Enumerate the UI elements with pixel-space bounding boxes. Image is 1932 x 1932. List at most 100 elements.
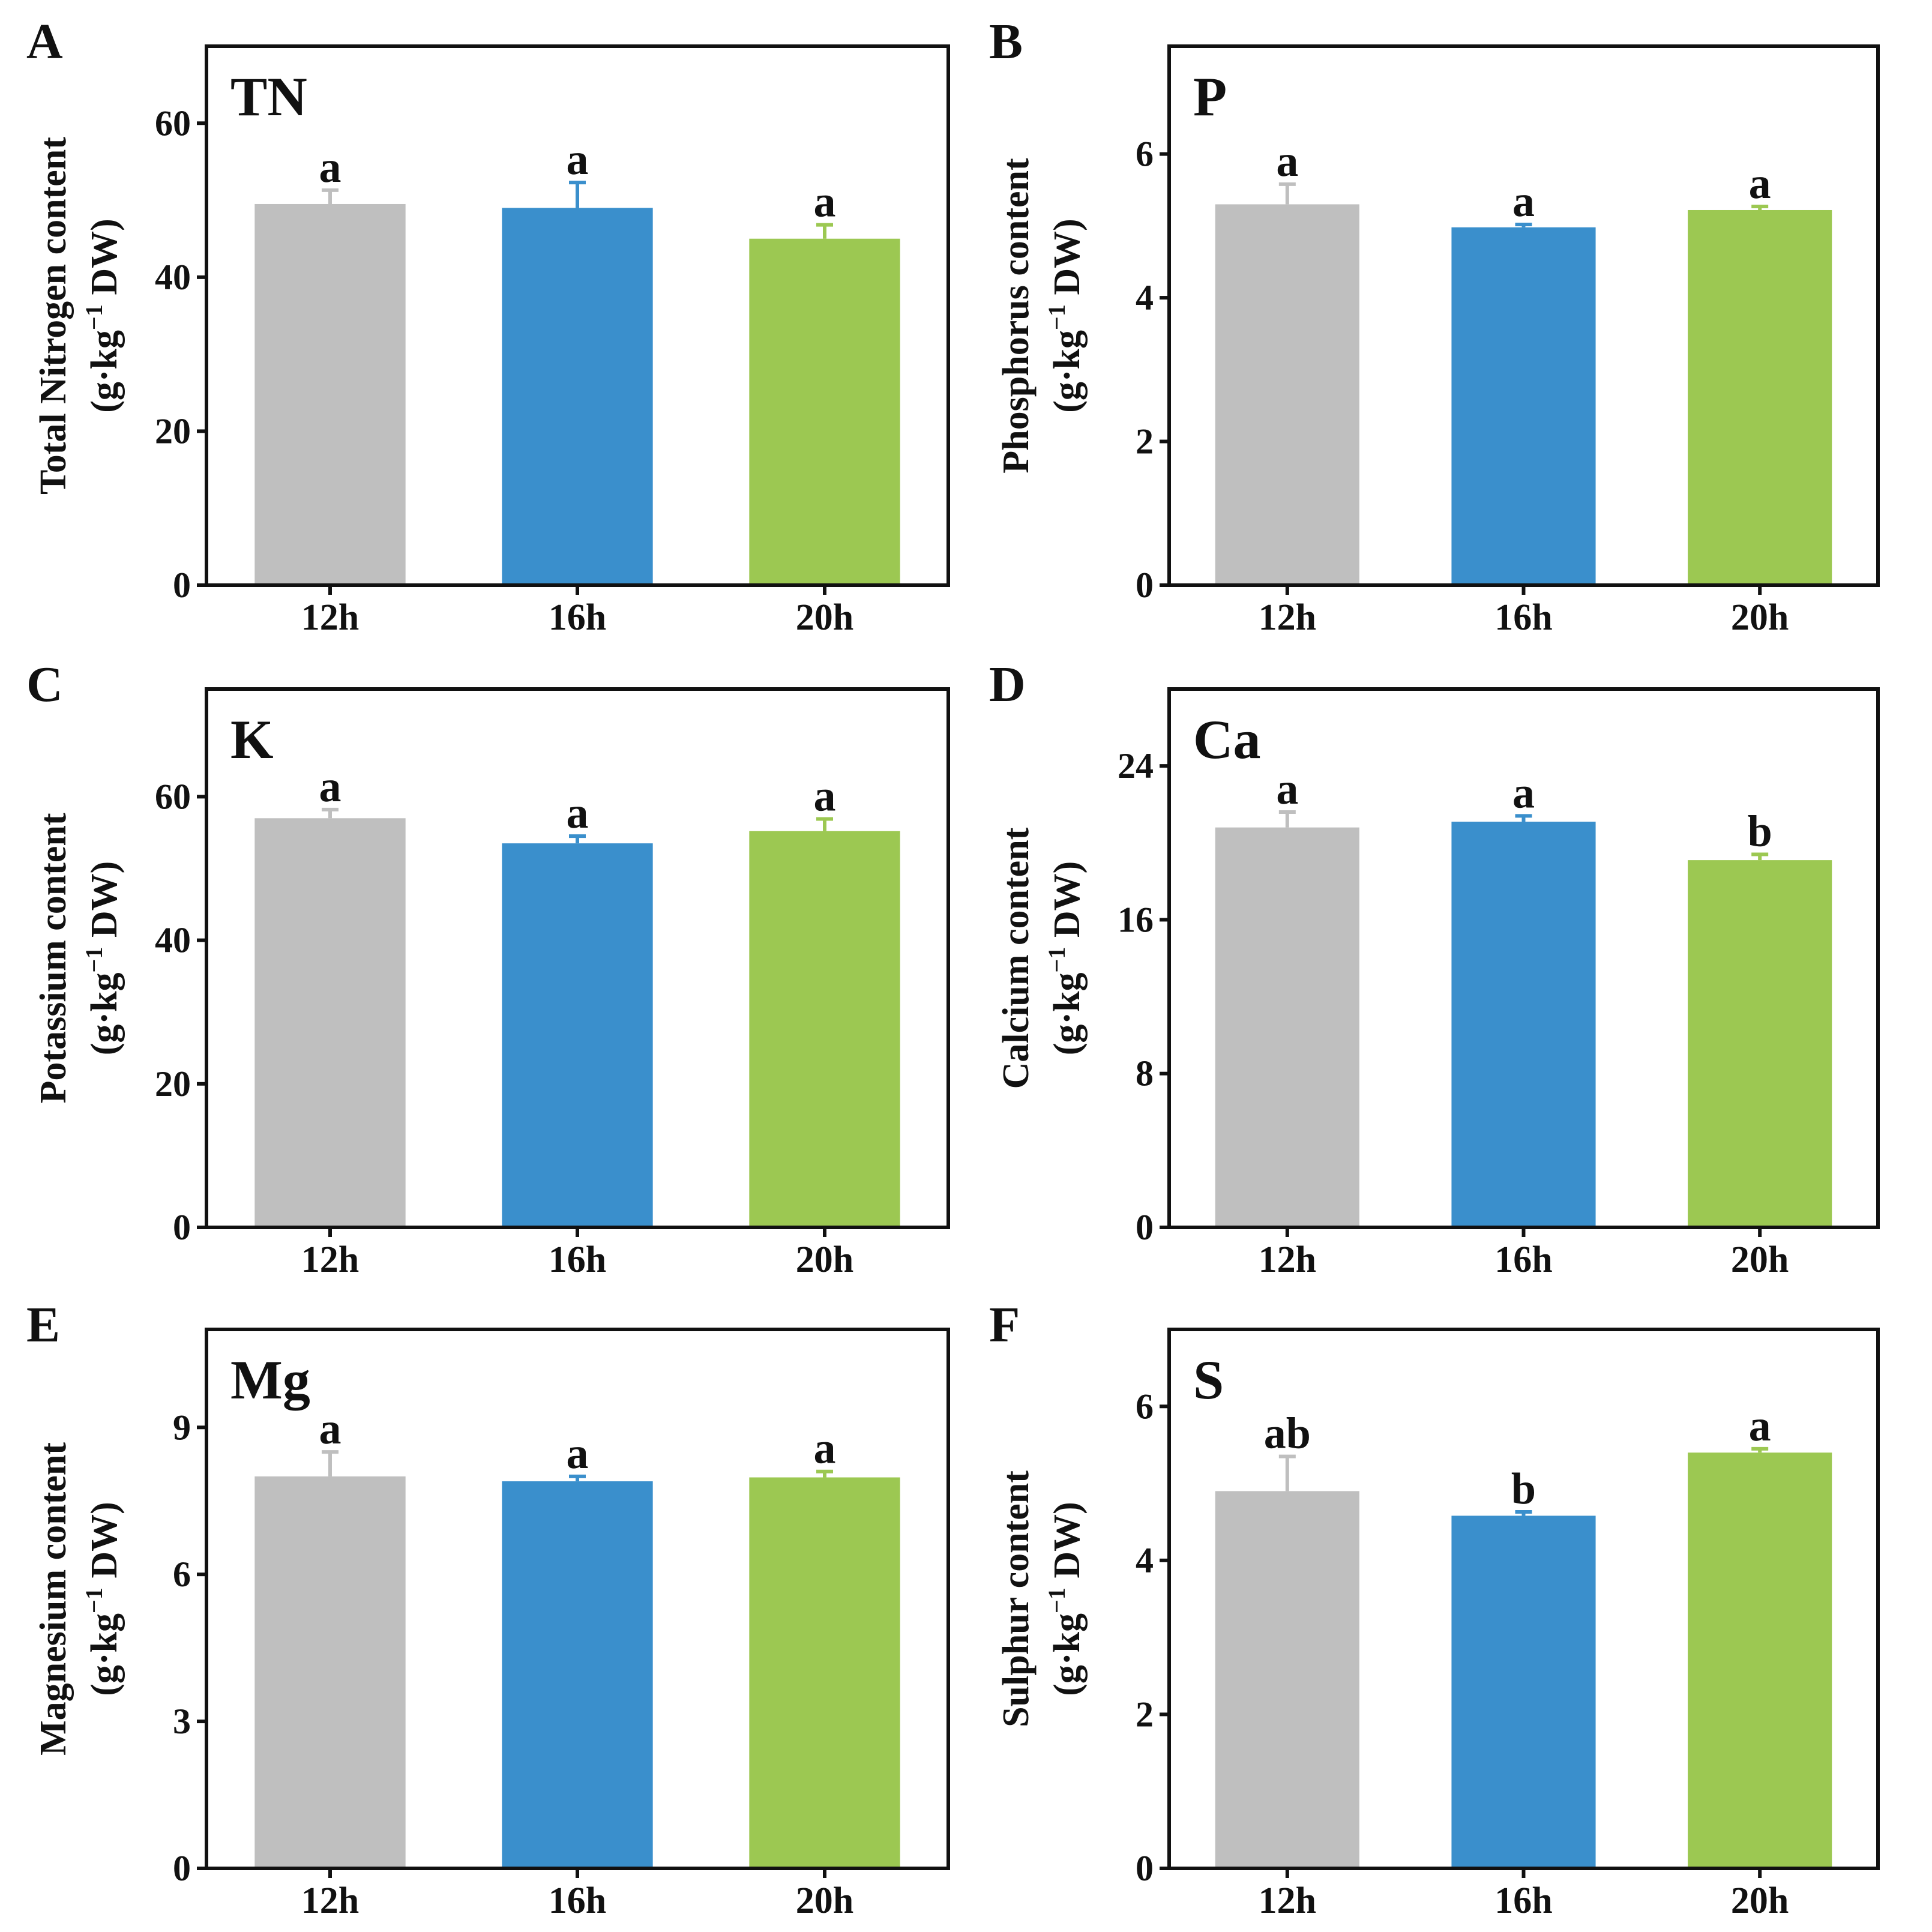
y-tick-label: 4 — [1136, 278, 1154, 317]
y-axis-label: Sulphur content — [996, 1470, 1037, 1727]
y-tick-label: 6 — [1136, 134, 1154, 174]
x-tick-label: 12h — [1259, 1239, 1316, 1280]
y-tick-label: 20 — [155, 411, 191, 451]
bar-12h — [1215, 204, 1359, 585]
y-tick-label: 6 — [1136, 1386, 1154, 1426]
y-tick-label: 0 — [173, 1208, 191, 1247]
y-axis-unit: (g·kg−1 DW) — [1043, 218, 1088, 413]
x-tick-label: 16h — [1494, 1880, 1552, 1921]
significance-label: a — [319, 1404, 342, 1454]
y-axis-unit: (g·kg−1 DW) — [1043, 1502, 1088, 1696]
x-tick-label: 12h — [1259, 1880, 1316, 1921]
significance-label: a — [1749, 159, 1771, 208]
significance-label: a — [814, 1424, 836, 1473]
y-tick-label: 6 — [173, 1554, 191, 1594]
panel-letter: E — [26, 1297, 60, 1353]
bar-16h — [502, 1481, 653, 1868]
panel-letter: D — [989, 657, 1026, 712]
element-label: Ca — [1193, 709, 1260, 770]
x-tick-label: 16h — [1494, 1239, 1552, 1280]
y-axis-label: Total Nitrogen content — [33, 137, 74, 495]
panel-a: Aa 12h a 16h a 20h 0 20 40 60 TN Total Nitrogen con… — [26, 14, 950, 638]
bar-20h — [1688, 1452, 1832, 1868]
x-tick-label: 20h — [796, 1880, 853, 1921]
y-tick-label: 4 — [1136, 1541, 1154, 1580]
bar-16h — [1451, 227, 1596, 585]
plot-frame — [205, 44, 950, 587]
y-axis-unit: (g·kg−1 DW) — [80, 1502, 125, 1696]
y-tick-label: 0 — [173, 565, 191, 605]
bar-20h — [749, 1477, 900, 1868]
element-label: TN — [230, 66, 307, 127]
panel-e: Ea 12h a 16h a 20h 0 3 6 9 Mg Magnesium content (g·k… — [26, 1297, 950, 1921]
x-tick-label: 20h — [1731, 597, 1789, 638]
panel-f: Fab 12h b 16h a 20h 0 2 4 6 S Sulphur content (g·kg−… — [989, 1297, 1880, 1921]
y-tick-label: 24 — [1118, 746, 1154, 786]
significance-label: a — [814, 771, 836, 820]
y-axis-label: Potassium content — [33, 813, 74, 1103]
panel-d: Da 12h a 16h b 20h 0 8 16 24 Ca Calcium content (g·k… — [989, 657, 1880, 1280]
x-tick-label: 12h — [1259, 597, 1316, 638]
plot-frame — [205, 687, 950, 1229]
plot-frame — [1167, 687, 1880, 1229]
bar-12h — [254, 1476, 406, 1868]
significance-label: a — [319, 143, 342, 192]
bar-20h — [749, 831, 900, 1227]
x-tick-label: 16h — [1494, 597, 1552, 638]
significance-label: a — [567, 1429, 589, 1478]
y-tick-label: 40 — [155, 921, 191, 960]
bar-16h — [1451, 1515, 1596, 1868]
y-tick-label: 60 — [155, 777, 191, 816]
bar-12h — [254, 818, 406, 1227]
element-label: P — [1193, 66, 1227, 127]
bar-12h — [1215, 1491, 1359, 1868]
y-tick-label: 8 — [1136, 1054, 1154, 1094]
significance-label: a — [814, 178, 836, 227]
y-tick-label: 0 — [1136, 1208, 1154, 1247]
element-label: S — [1193, 1349, 1224, 1410]
y-axis-unit: (g·kg−1 DW) — [80, 861, 125, 1056]
y-axis-label: Magnesium content — [33, 1442, 74, 1756]
significance-label: a — [567, 789, 589, 838]
significance-label: ab — [1264, 1409, 1311, 1458]
bar-20h — [1688, 860, 1832, 1227]
panel-letter: F — [989, 1297, 1020, 1353]
x-tick-label: 20h — [1731, 1239, 1789, 1280]
significance-label: a — [1512, 177, 1535, 226]
bar-12h — [254, 203, 406, 585]
y-tick-label: 20 — [155, 1064, 191, 1104]
x-tick-label: 20h — [796, 597, 853, 638]
significance-label: a — [1749, 1401, 1771, 1451]
x-tick-label: 12h — [301, 1880, 359, 1921]
y-axis-unit: (g·kg−1 DW) — [1043, 861, 1088, 1056]
y-axis-label: Phosphorus content — [996, 158, 1037, 474]
significance-label: a — [1512, 768, 1535, 817]
y-axis-label: Calcium content — [996, 827, 1037, 1089]
panel-c: Ca 12h a 16h a 20h 0 20 40 60 K Potassium content (g… — [26, 657, 950, 1280]
bar-16h — [502, 208, 653, 585]
panel-letter: A — [26, 14, 63, 70]
y-tick-label: 2 — [1136, 422, 1154, 462]
x-tick-label: 16h — [549, 1880, 606, 1921]
y-tick-label: 0 — [1136, 565, 1154, 605]
panel-b: Ba 12h a 16h a 20h 0 2 4 6P Phosphorus content (g·k… — [989, 14, 1880, 638]
y-tick-label: 0 — [173, 1849, 191, 1888]
significance-label: a — [1276, 137, 1298, 186]
bar-16h — [502, 843, 653, 1227]
y-tick-label: 9 — [173, 1407, 191, 1447]
x-tick-label: 20h — [796, 1239, 853, 1280]
y-tick-label: 3 — [173, 1702, 191, 1741]
x-tick-label: 16h — [549, 1239, 606, 1280]
plot-frame — [1167, 1328, 1880, 1870]
plot-frame — [205, 1328, 950, 1870]
y-tick-label: 2 — [1136, 1694, 1154, 1734]
bar-20h — [749, 238, 900, 585]
x-tick-label: 12h — [301, 1239, 359, 1280]
significance-label: b — [1511, 1464, 1536, 1514]
plot-frame — [1167, 44, 1880, 587]
y-tick-label: 0 — [1136, 1849, 1154, 1888]
bar-16h — [1451, 822, 1596, 1227]
x-tick-label: 16h — [549, 597, 606, 638]
y-tick-label: 16 — [1118, 900, 1154, 939]
